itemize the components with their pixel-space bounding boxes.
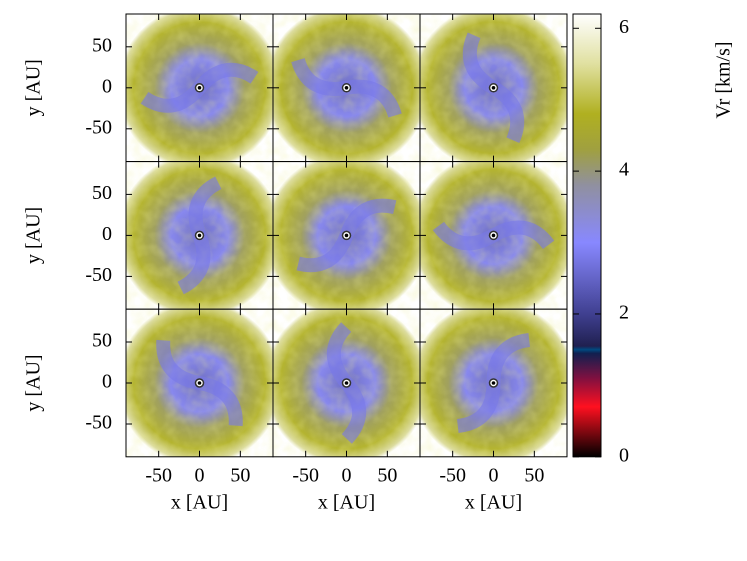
panel	[273, 14, 420, 162]
center	[344, 86, 349, 90]
center	[491, 381, 496, 385]
colorbar-tick-label: 6	[619, 16, 629, 38]
y-tick-label: 0	[102, 223, 112, 245]
panel	[126, 14, 273, 162]
x-tick-label: -50	[439, 464, 466, 486]
spiral-arm	[140, 62, 259, 113]
y-tick-label: -50	[85, 264, 112, 286]
x-axis-label: x [AU]	[171, 491, 228, 513]
y-tick-label: 0	[102, 75, 112, 97]
panel	[126, 161, 273, 310]
spiral-arm	[177, 176, 222, 295]
x-tick-label: 0	[342, 464, 352, 486]
panel	[420, 14, 567, 162]
x-tick-label: -50	[145, 464, 172, 486]
y-tick-label: 0	[102, 371, 112, 393]
x-tick-label: 50	[524, 464, 544, 486]
center	[344, 381, 349, 385]
panel	[126, 309, 273, 457]
x-tick-label: 0	[195, 464, 205, 486]
center	[197, 233, 202, 238]
spiral-arm	[432, 220, 555, 251]
x-tick-label: 50	[377, 464, 397, 486]
y-tick-label: 50	[92, 330, 112, 352]
spiral-arm	[326, 322, 367, 444]
colorbar-tick-label: 4	[619, 159, 629, 181]
y-tick-label: -50	[85, 412, 112, 434]
colorbar	[572, 13, 602, 458]
panel	[420, 309, 567, 457]
center	[344, 233, 349, 238]
spiral-arm	[456, 333, 531, 433]
x-axis-label: x [AU]	[465, 491, 522, 513]
colorbar-label: Vr [km/s]	[713, 41, 735, 118]
panel	[273, 309, 420, 457]
spiral-arm	[296, 198, 397, 273]
spiral-arm	[462, 32, 525, 144]
y-axis-label: y [AU]	[23, 354, 45, 411]
y-tick-label: 50	[92, 182, 112, 204]
center	[197, 86, 202, 90]
y-axis-label: y [AU]	[23, 59, 45, 116]
center	[491, 86, 496, 90]
y-axis-label: y [AU]	[23, 207, 45, 264]
x-tick-label: 0	[489, 464, 499, 486]
panel	[420, 161, 567, 310]
center	[491, 233, 496, 238]
x-tick-label: -50	[292, 464, 319, 486]
x-tick-label: 50	[230, 464, 250, 486]
y-tick-label: 50	[92, 34, 112, 56]
colorbar-tick-label: 2	[619, 302, 629, 324]
x-axis-label: x [AU]	[318, 491, 375, 513]
colorbar-tick-label: 0	[619, 444, 629, 466]
spiral-arm	[156, 339, 243, 427]
panel	[273, 161, 420, 310]
center	[197, 381, 202, 385]
spiral-arm	[291, 57, 402, 118]
y-tick-label: -50	[85, 116, 112, 138]
